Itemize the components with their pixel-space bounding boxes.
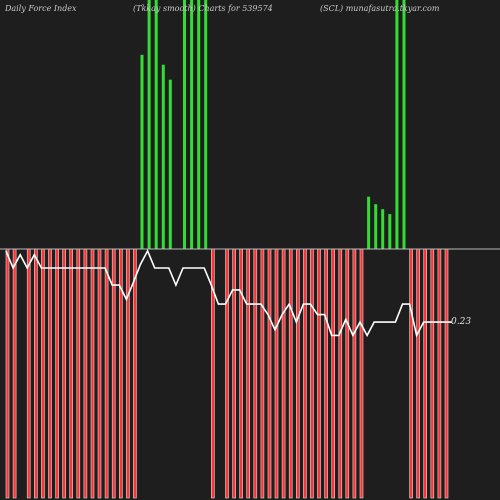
bar bbox=[104, 248, 109, 499]
bar bbox=[12, 248, 17, 499]
bar bbox=[310, 248, 314, 499]
bar bbox=[288, 248, 293, 499]
bar bbox=[41, 248, 45, 499]
bar bbox=[48, 248, 52, 499]
bar bbox=[260, 248, 265, 499]
bar bbox=[253, 248, 258, 499]
bar bbox=[317, 248, 321, 499]
bar bbox=[416, 248, 420, 499]
bar bbox=[367, 196, 371, 249]
bar bbox=[359, 248, 364, 499]
bar bbox=[197, 0, 201, 249]
bar bbox=[274, 248, 279, 499]
chart-title: Daily Force Index bbox=[4, 4, 77, 13]
chart-subtitle: (Tkkay smooth) Charts for 539574 bbox=[133, 4, 273, 13]
bar bbox=[126, 248, 130, 499]
bar bbox=[246, 248, 250, 499]
bar bbox=[55, 248, 59, 499]
bar bbox=[444, 248, 449, 499]
bar bbox=[225, 248, 229, 499]
bar bbox=[303, 248, 307, 499]
bar bbox=[161, 64, 165, 249]
bar bbox=[140, 54, 144, 249]
bar bbox=[409, 248, 413, 499]
bar bbox=[5, 248, 10, 499]
bar bbox=[295, 248, 300, 499]
bar bbox=[83, 248, 88, 499]
bar bbox=[111, 248, 116, 499]
bar bbox=[97, 248, 102, 499]
bar bbox=[26, 248, 31, 499]
bar bbox=[204, 0, 208, 249]
bar bbox=[168, 79, 172, 249]
bar bbox=[352, 248, 357, 499]
bar bbox=[430, 248, 435, 499]
bar bbox=[281, 248, 286, 499]
bar bbox=[437, 248, 442, 499]
bar bbox=[147, 0, 151, 249]
bar bbox=[183, 0, 186, 249]
source-label: (SCL) munafasutra.tkyar.com bbox=[320, 4, 440, 13]
force-index-line bbox=[5, 249, 452, 338]
bar bbox=[133, 248, 137, 499]
bar bbox=[395, 0, 399, 249]
bar bbox=[331, 248, 336, 499]
bar bbox=[239, 248, 243, 499]
bar bbox=[388, 214, 392, 249]
bar bbox=[154, 0, 158, 249]
bar bbox=[402, 0, 406, 249]
bar bbox=[423, 248, 428, 499]
bar bbox=[90, 248, 95, 499]
bar bbox=[324, 248, 328, 499]
bar bbox=[232, 248, 236, 499]
bar bbox=[76, 248, 81, 499]
bar bbox=[33, 248, 38, 499]
bar bbox=[374, 204, 378, 249]
bar bbox=[381, 209, 385, 249]
bar bbox=[345, 248, 350, 499]
bar bbox=[190, 0, 194, 249]
bar bbox=[69, 248, 73, 499]
bar bbox=[62, 248, 66, 499]
bar bbox=[267, 248, 272, 499]
bar bbox=[338, 248, 343, 499]
value-label: 0.23 bbox=[451, 317, 471, 327]
